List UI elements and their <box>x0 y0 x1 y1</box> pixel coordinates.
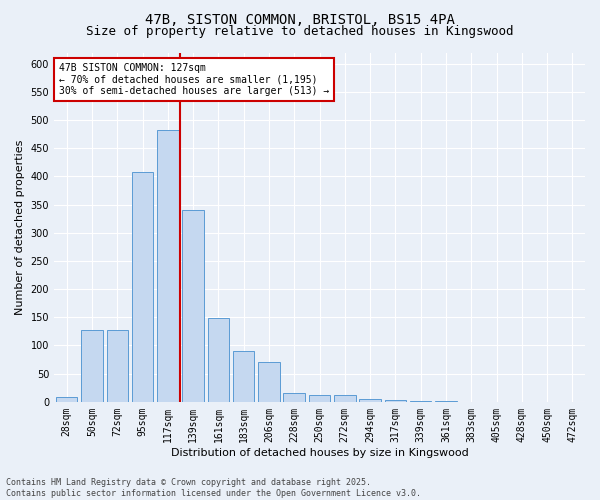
Text: 47B SISTON COMMON: 127sqm
← 70% of detached houses are smaller (1,195)
30% of se: 47B SISTON COMMON: 127sqm ← 70% of detac… <box>59 63 329 96</box>
Y-axis label: Number of detached properties: Number of detached properties <box>15 140 25 315</box>
Text: Size of property relative to detached houses in Kingswood: Size of property relative to detached ho… <box>86 25 514 38</box>
Bar <box>208 318 229 402</box>
Bar <box>385 400 406 402</box>
Bar <box>132 172 153 402</box>
X-axis label: Distribution of detached houses by size in Kingswood: Distribution of detached houses by size … <box>170 448 469 458</box>
Bar <box>157 130 179 402</box>
Bar <box>283 394 305 402</box>
Bar <box>81 330 103 402</box>
Bar <box>182 210 204 402</box>
Bar <box>334 394 356 402</box>
Bar <box>309 395 330 402</box>
Bar <box>233 350 254 402</box>
Bar <box>107 330 128 402</box>
Text: Contains HM Land Registry data © Crown copyright and database right 2025.
Contai: Contains HM Land Registry data © Crown c… <box>6 478 421 498</box>
Bar <box>56 398 77 402</box>
Text: 47B, SISTON COMMON, BRISTOL, BS15 4PA: 47B, SISTON COMMON, BRISTOL, BS15 4PA <box>145 12 455 26</box>
Bar <box>258 362 280 402</box>
Bar <box>359 399 381 402</box>
